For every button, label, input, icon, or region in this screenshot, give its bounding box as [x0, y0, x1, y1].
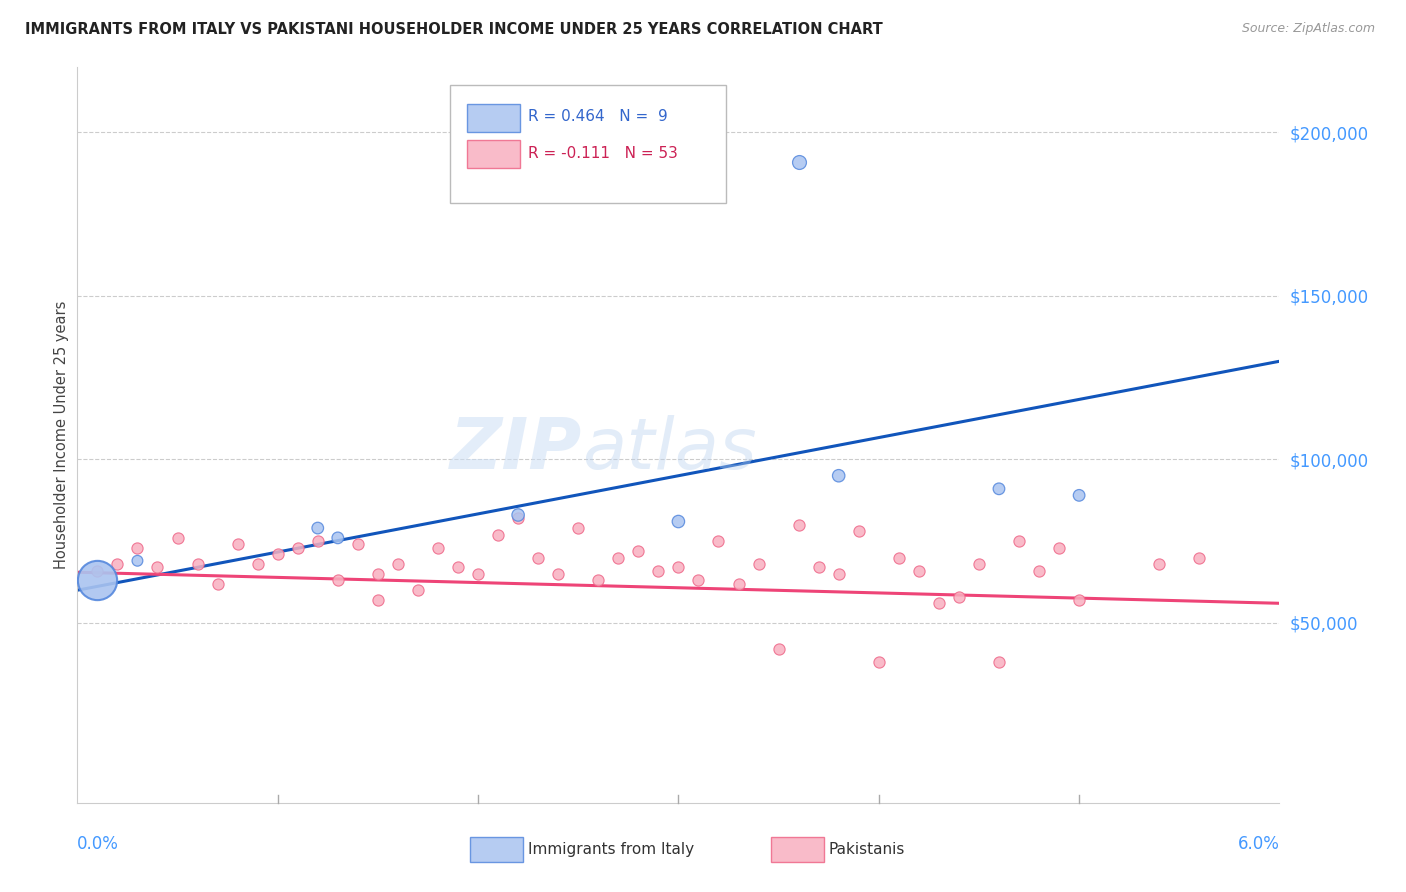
- Point: [1008, 534, 1031, 549]
- Point: [988, 482, 1011, 496]
- Point: [107, 557, 129, 571]
- Point: [547, 566, 569, 581]
- Point: [207, 576, 229, 591]
- Point: [967, 557, 990, 571]
- Point: [748, 557, 770, 571]
- Point: [707, 534, 730, 549]
- Point: [127, 541, 149, 555]
- Point: [627, 544, 650, 558]
- Point: [828, 468, 851, 483]
- Y-axis label: Householder Income Under 25 years: Householder Income Under 25 years: [53, 301, 69, 569]
- Point: [427, 541, 450, 555]
- Point: [326, 531, 349, 545]
- FancyBboxPatch shape: [467, 140, 520, 169]
- Point: [246, 557, 269, 571]
- Point: [467, 566, 489, 581]
- Point: [1047, 541, 1070, 555]
- Point: [508, 508, 530, 522]
- Point: [326, 574, 349, 588]
- Point: [1188, 550, 1211, 565]
- Text: IMMIGRANTS FROM ITALY VS PAKISTANI HOUSEHOLDER INCOME UNDER 25 YEARS CORRELATION: IMMIGRANTS FROM ITALY VS PAKISTANI HOUSE…: [25, 22, 883, 37]
- Point: [226, 537, 249, 551]
- Point: [447, 560, 470, 574]
- Text: ZIP: ZIP: [450, 415, 582, 484]
- Point: [787, 517, 810, 532]
- Point: [186, 557, 209, 571]
- Point: [86, 564, 108, 578]
- Point: [807, 560, 830, 574]
- Point: [387, 557, 409, 571]
- Point: [668, 560, 690, 574]
- Point: [668, 515, 690, 529]
- Point: [688, 574, 710, 588]
- Point: [508, 511, 530, 525]
- Point: [887, 550, 910, 565]
- Point: [588, 574, 610, 588]
- Point: [367, 566, 389, 581]
- Text: Source: ZipAtlas.com: Source: ZipAtlas.com: [1241, 22, 1375, 36]
- Text: 6.0%: 6.0%: [1237, 835, 1279, 853]
- Point: [727, 576, 749, 591]
- Point: [567, 521, 589, 535]
- Text: R = 0.464   N =  9: R = 0.464 N = 9: [529, 109, 668, 124]
- Text: atlas: atlas: [582, 415, 756, 484]
- Point: [1028, 564, 1050, 578]
- Point: [307, 534, 329, 549]
- FancyBboxPatch shape: [450, 86, 727, 203]
- Point: [267, 547, 290, 561]
- Point: [127, 554, 149, 568]
- Point: [928, 596, 950, 610]
- Text: Immigrants from Italy: Immigrants from Italy: [529, 842, 695, 857]
- Point: [768, 642, 790, 657]
- FancyBboxPatch shape: [471, 838, 523, 863]
- Text: Pakistanis: Pakistanis: [828, 842, 905, 857]
- Point: [848, 524, 870, 539]
- Point: [86, 574, 108, 588]
- Point: [406, 583, 429, 598]
- Point: [527, 550, 550, 565]
- FancyBboxPatch shape: [770, 838, 824, 863]
- FancyBboxPatch shape: [467, 103, 520, 132]
- Point: [166, 531, 188, 545]
- Point: [908, 564, 931, 578]
- Point: [287, 541, 309, 555]
- Point: [1149, 557, 1171, 571]
- Point: [367, 593, 389, 607]
- Point: [868, 655, 890, 669]
- Point: [988, 655, 1011, 669]
- Point: [647, 564, 669, 578]
- Point: [1069, 593, 1091, 607]
- Point: [787, 154, 810, 169]
- Point: [828, 566, 851, 581]
- Point: [146, 560, 169, 574]
- Text: 0.0%: 0.0%: [77, 835, 120, 853]
- Point: [1069, 488, 1091, 502]
- Point: [307, 521, 329, 535]
- Point: [607, 550, 630, 565]
- Point: [347, 537, 370, 551]
- Point: [486, 527, 509, 541]
- Point: [948, 590, 970, 604]
- Text: R = -0.111   N = 53: R = -0.111 N = 53: [529, 145, 678, 161]
